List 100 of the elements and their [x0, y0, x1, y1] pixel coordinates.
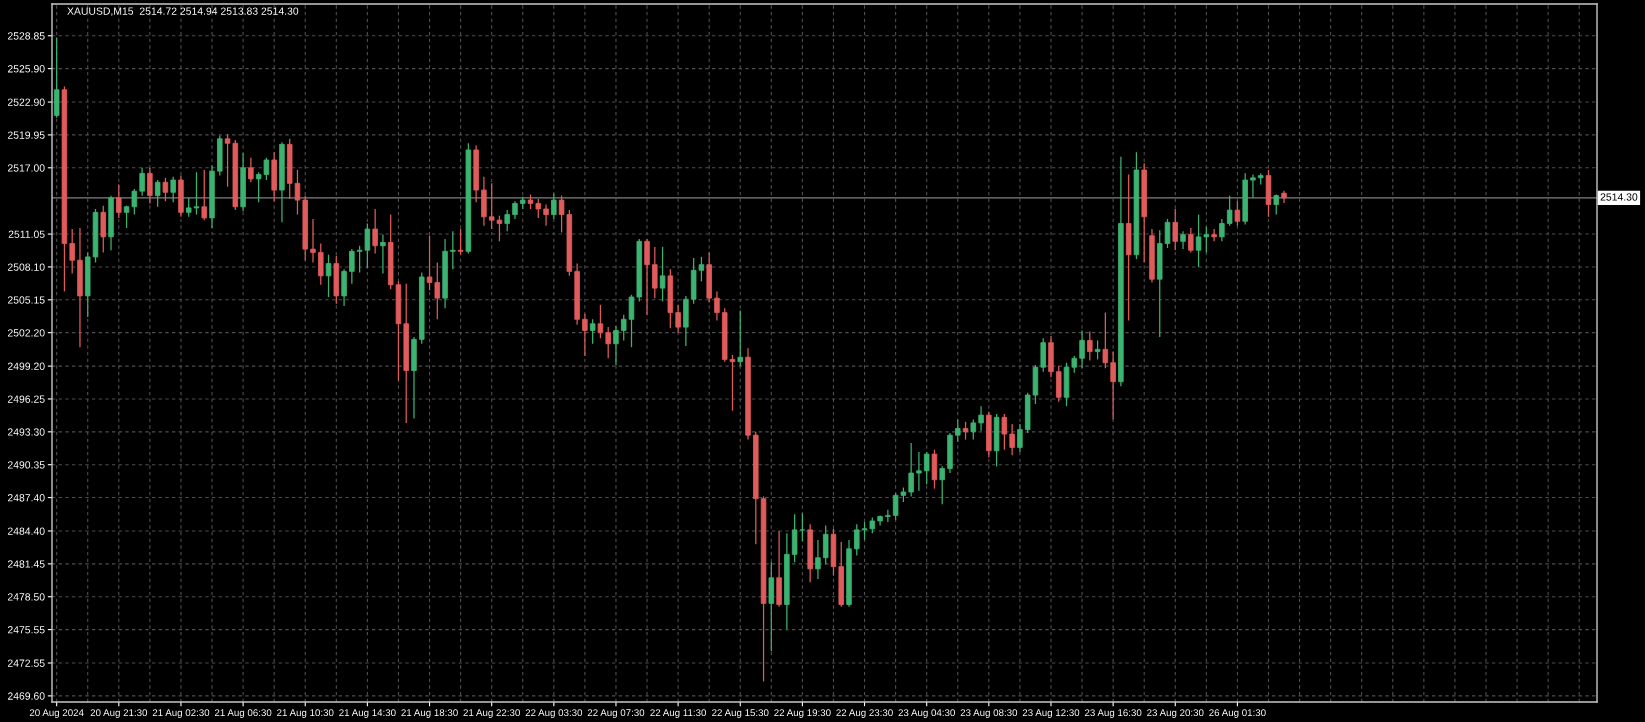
candlestick — [1001, 413, 1008, 451]
x-tick-label: 22 Aug 03:30 — [525, 709, 583, 719]
x-tick-label: 21 Aug 10:30 — [277, 709, 334, 719]
candlestick — [116, 183, 122, 219]
candlestick — [714, 290, 720, 322]
y-tick-label: 2499.20 — [7, 362, 45, 370]
y-tick-label: 2493.30 — [7, 428, 45, 436]
candlestick — [1250, 173, 1256, 199]
x-tick-label: 22 Aug 11:30 — [650, 709, 707, 719]
candlestick — [854, 523, 860, 557]
candlestick — [597, 304, 604, 339]
candlestick — [1211, 228, 1217, 242]
candlestick — [978, 405, 984, 432]
candlestick — [1087, 330, 1093, 362]
x-tick-label: 23 Aug 20:30 — [1147, 709, 1204, 719]
y-tick-label: 2528.85 — [7, 32, 45, 40]
x-tick-label: 21 Aug 06:30 — [214, 709, 272, 719]
candlestick — [955, 418, 961, 443]
candlestick — [1079, 329, 1085, 369]
y-tick-label: 2511.05 — [8, 230, 45, 238]
candlestick — [620, 314, 627, 342]
candlestick — [248, 157, 254, 183]
candlestick — [170, 176, 176, 203]
candlestick — [1234, 200, 1241, 227]
candlestick — [628, 294, 635, 348]
y-tick-label: 2525.90 — [7, 65, 45, 73]
x-tick-label: 22 Aug 15:30 — [712, 709, 769, 719]
candlestick — [939, 465, 945, 505]
candlestick — [450, 230, 456, 270]
candlestick — [1188, 227, 1194, 254]
candlestick — [1180, 230, 1186, 250]
x-tick-label: 21 Aug 18:30 — [401, 709, 458, 719]
candlestick — [582, 313, 588, 357]
candlestick — [201, 169, 208, 221]
x-tick-label: 20 Aug 2024 — [29, 709, 84, 719]
y-tick-label: 2505.15 — [7, 296, 45, 304]
y-tick-label: 2490.35 — [7, 461, 45, 469]
y-tick-label: 2469.60 — [7, 692, 45, 700]
y-tick-label: 2517.00 — [7, 164, 45, 172]
candlestick — [457, 228, 464, 256]
candlestick — [605, 326, 611, 359]
candlestick — [310, 218, 316, 264]
candlestick — [815, 539, 821, 580]
candlestick — [970, 418, 977, 441]
candlestick — [799, 512, 806, 542]
candlestick — [923, 451, 930, 485]
candlestick — [1009, 423, 1015, 456]
candlestick — [659, 246, 666, 303]
x-tick-label: 21 Aug 14:30 — [339, 709, 396, 719]
y-tick-label: 2472.55 — [7, 659, 45, 667]
x-tick-label: 23 Aug 12:30 — [1022, 709, 1080, 719]
x-tick-label: 23 Aug 16:30 — [1084, 709, 1142, 719]
candlestick — [551, 192, 557, 220]
candlestick — [1219, 218, 1225, 242]
candlestick — [729, 354, 736, 412]
y-tick-label: 2508.10 — [7, 263, 45, 271]
candlestick — [1102, 311, 1109, 369]
x-tick-label: 21 Aug 22:30 — [463, 709, 520, 719]
candlestick — [504, 209, 510, 232]
x-tick-label: 20 Aug 21:30 — [90, 709, 148, 719]
candlestick — [139, 167, 145, 197]
candlestick — [69, 228, 75, 275]
candlestick — [154, 179, 161, 208]
candlestick — [185, 197, 192, 218]
candlestick — [675, 304, 681, 334]
x-tick-label: 22 Aug 19:30 — [774, 709, 831, 719]
x-tick-label: 23 Aug 04:30 — [898, 709, 955, 719]
candlestick — [1226, 195, 1233, 227]
y-tick-label: 2502.20 — [7, 329, 45, 337]
candlestick — [535, 198, 542, 219]
candlestick — [318, 242, 324, 286]
y-tick-label: 2475.55 — [7, 626, 45, 634]
x-tick-label: 23 Aug 08:30 — [960, 709, 1018, 719]
candlestick — [543, 203, 549, 227]
candlestick — [589, 318, 596, 345]
x-tick-label: 22 Aug 23:30 — [836, 709, 893, 719]
x-tick-label: 26 Aug 01:30 — [1209, 709, 1266, 719]
y-tick-label: 2487.40 — [7, 494, 45, 502]
candlestick — [1172, 208, 1179, 251]
candlestick — [1094, 339, 1101, 361]
candlestick — [349, 248, 355, 285]
y-tick-label: 2496.25 — [7, 395, 45, 403]
candlestick — [822, 524, 829, 566]
chart-title: XAUUSD,M15 2514.72 2514.94 2513.83 2514.30 — [67, 7, 299, 17]
y-tick-label: 2484.40 — [7, 527, 45, 535]
candlestick — [1164, 218, 1171, 249]
candlestick — [380, 233, 386, 275]
candlestick — [372, 208, 378, 255]
candlestick — [193, 171, 200, 216]
x-tick-label: 22 Aug 07:30 — [587, 709, 645, 719]
y-tick-label: 2478.50 — [7, 593, 45, 601]
candlestick — [613, 325, 619, 366]
candlestick — [147, 167, 153, 205]
candlestick — [1017, 423, 1023, 453]
y-tick-label: 2519.95 — [7, 131, 45, 139]
y-tick-label: 2481.45 — [7, 560, 45, 568]
candlestick — [916, 451, 922, 492]
candlestick — [1110, 350, 1116, 421]
candlestick — [644, 238, 650, 316]
candlestick — [162, 177, 169, 202]
